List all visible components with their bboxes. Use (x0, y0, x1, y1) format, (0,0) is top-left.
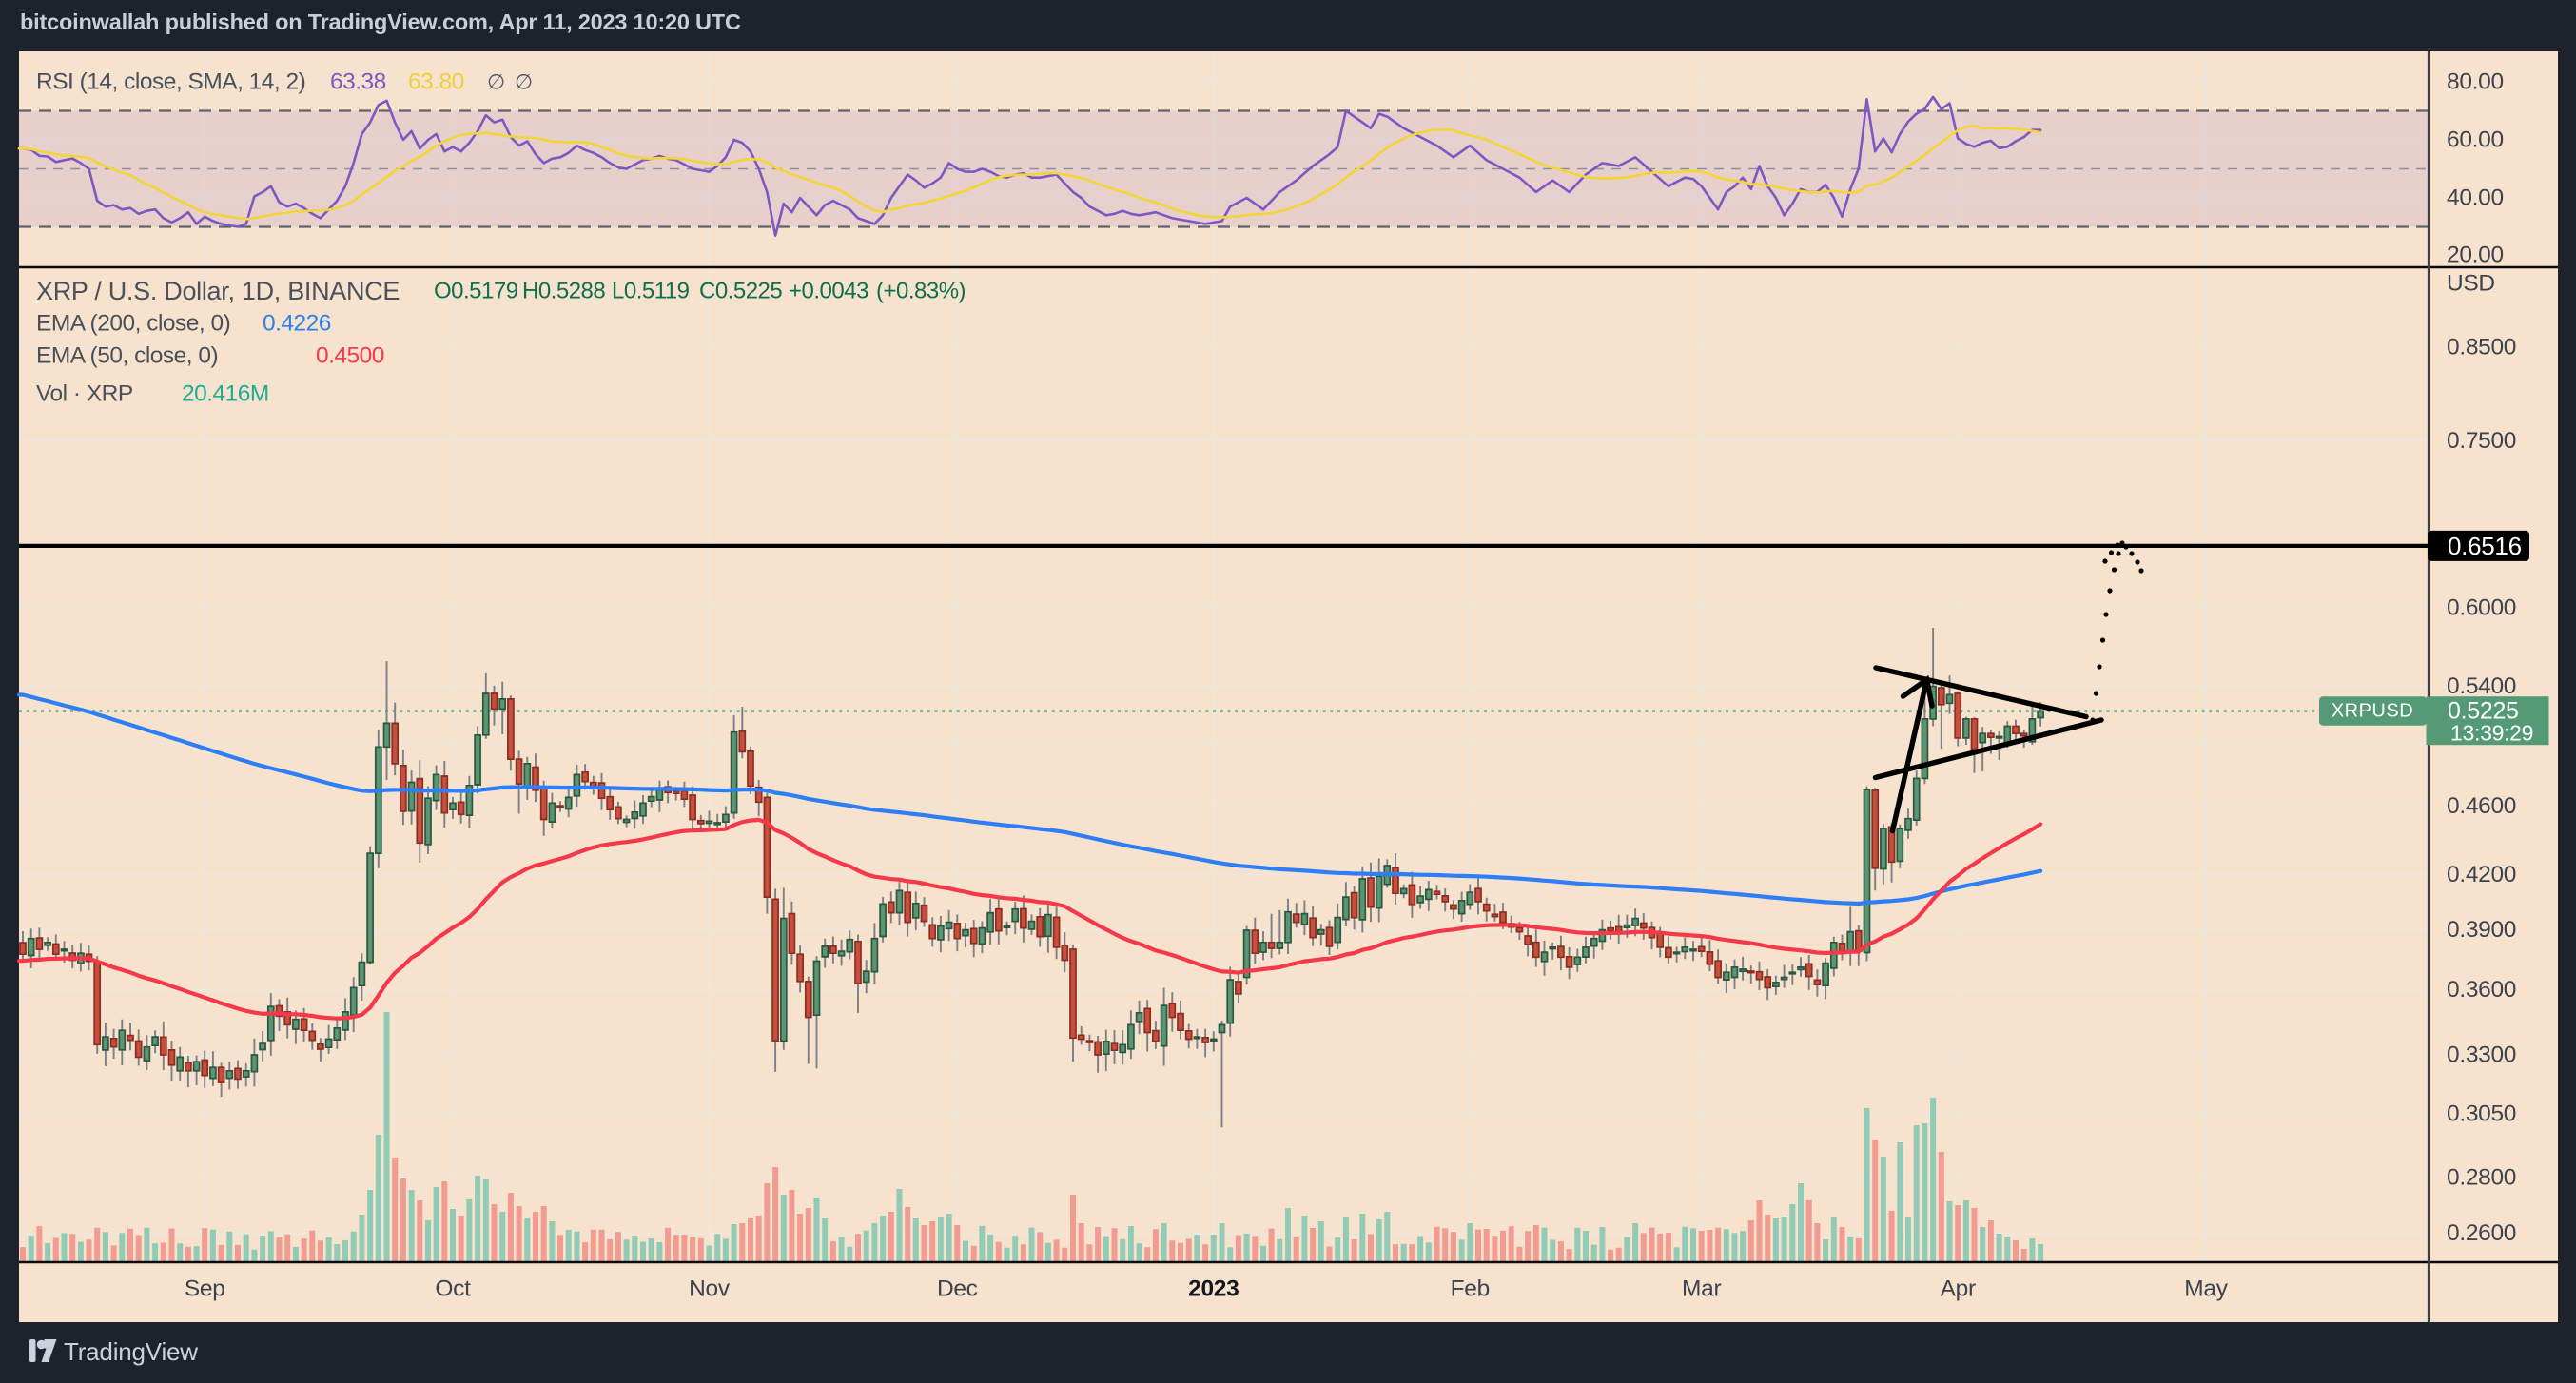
svg-text:0.6000: 0.6000 (2447, 594, 2516, 620)
svg-text:0.7500: 0.7500 (2447, 428, 2516, 454)
svg-text:63.38: 63.38 (330, 69, 386, 95)
svg-text:Sep: Sep (185, 1276, 225, 1302)
svg-text:0.4600: 0.4600 (2447, 793, 2516, 819)
svg-text:Mar: Mar (1682, 1276, 1721, 1302)
svg-text:0.5225: 0.5225 (2448, 698, 2519, 725)
svg-text:2023: 2023 (1188, 1276, 1239, 1302)
svg-text:Nov: Nov (689, 1276, 731, 1302)
svg-text:0.3900: 0.3900 (2447, 917, 2516, 943)
svg-text:0.3600: 0.3600 (2447, 977, 2516, 1003)
svg-text:(+0.83%): (+0.83%) (876, 279, 966, 304)
svg-text:O0.5179: O0.5179 (434, 279, 518, 304)
svg-text:0.4226: 0.4226 (263, 311, 331, 337)
svg-text:0.8500: 0.8500 (2447, 334, 2516, 360)
svg-text:∅: ∅ (515, 70, 533, 94)
svg-text:0.3300: 0.3300 (2447, 1042, 2516, 1068)
svg-text:C0.5225: C0.5225 (699, 279, 782, 304)
svg-text:H0.5288: H0.5288 (522, 279, 605, 304)
svg-text:Dec: Dec (937, 1276, 978, 1302)
svg-text:40.00: 40.00 (2447, 185, 2504, 211)
svg-text:EMA (50, close, 0): EMA (50, close, 0) (36, 343, 218, 369)
svg-text:+0.0043: +0.0043 (789, 279, 868, 304)
svg-text:Oct: Oct (435, 1276, 471, 1302)
svg-text:XRPUSD: XRPUSD (2332, 701, 2413, 722)
svg-text:0.3050: 0.3050 (2447, 1101, 2516, 1126)
svg-text:XRP / U.S. Dollar, 1D, BINANCE: XRP / U.S. Dollar, 1D, BINANCE (36, 277, 400, 305)
svg-text:Vol · XRP: Vol · XRP (36, 381, 133, 407)
svg-text:0.2600: 0.2600 (2447, 1220, 2516, 1246)
svg-text:May: May (2184, 1276, 2228, 1302)
svg-text:80.00: 80.00 (2447, 69, 2504, 95)
svg-text:bitcoinwallah published on Tra: bitcoinwallah published on TradingView.c… (20, 10, 741, 34)
svg-text:0.2800: 0.2800 (2447, 1165, 2516, 1191)
svg-text:13:39:29: 13:39:29 (2450, 721, 2533, 746)
svg-text:Feb: Feb (1451, 1276, 1490, 1302)
svg-text:USD: USD (2447, 271, 2495, 297)
svg-text:EMA (200, close, 0): EMA (200, close, 0) (36, 311, 230, 337)
svg-text:0.4500: 0.4500 (316, 343, 384, 369)
svg-text:0.4200: 0.4200 (2447, 862, 2516, 887)
svg-text:63.80: 63.80 (408, 69, 464, 95)
svg-text:0.6516: 0.6516 (2448, 532, 2522, 560)
svg-text:TradingView: TradingView (64, 1337, 198, 1366)
svg-text:60.00: 60.00 (2447, 127, 2504, 153)
svg-text:Apr: Apr (1941, 1276, 1976, 1302)
svg-text:L0.5119: L0.5119 (612, 279, 690, 304)
svg-text:∅: ∅ (487, 70, 505, 94)
svg-text:20.00: 20.00 (2447, 243, 2504, 268)
svg-text:RSI (14, close, SMA, 14, 2): RSI (14, close, SMA, 14, 2) (36, 69, 305, 95)
svg-text:20.416M: 20.416M (182, 381, 269, 407)
svg-text:0.5400: 0.5400 (2447, 673, 2516, 699)
